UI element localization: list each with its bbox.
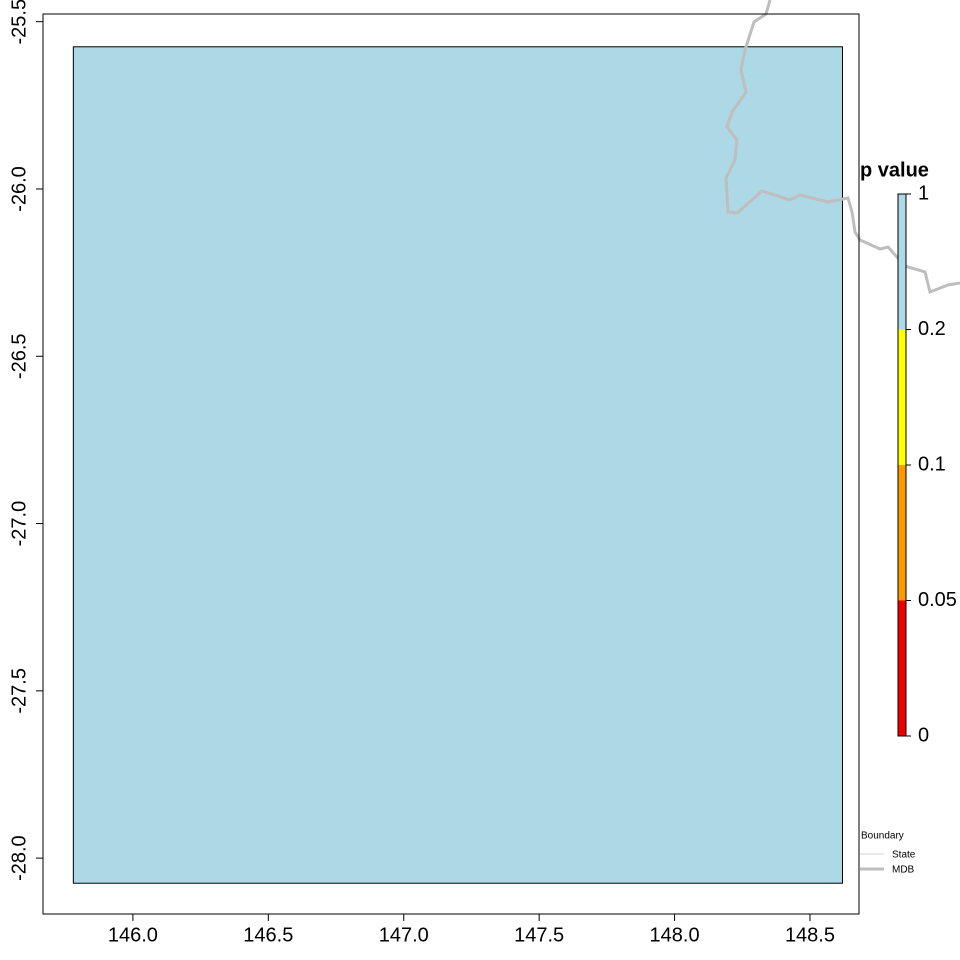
plot-frame — [42, 13, 860, 915]
y-tick-label: -25.5 — [8, 0, 30, 44]
x-tick-label: 148.0 — [650, 924, 700, 946]
x-tick-label: 147.0 — [379, 924, 429, 946]
legend-label: State — [892, 850, 916, 861]
colorbar-segment — [898, 194, 906, 330]
mdb-boundary — [724, 0, 960, 295]
y-tick-label: -28.0 — [8, 835, 30, 881]
x-tick-label: 148.5 — [785, 924, 835, 946]
colorbar-segment — [898, 600, 906, 736]
x-tick-label: 147.5 — [514, 924, 564, 946]
legend-label: MDB — [892, 865, 915, 876]
x-tick-label: 146.0 — [108, 924, 158, 946]
colorbar-label: 0 — [918, 724, 929, 746]
colorbar-title: p value — [860, 159, 929, 181]
colorbar-label: 0.2 — [918, 318, 946, 340]
colorbar-label: 1 — [918, 182, 929, 204]
colorbar-segment — [898, 329, 906, 465]
y-tick-label: -27.5 — [8, 668, 30, 714]
colorbar-segment — [898, 465, 906, 601]
colorbar-label: 0.1 — [918, 453, 946, 475]
colorbar-label: 0.05 — [918, 589, 957, 611]
y-tick-label: -26.5 — [8, 333, 30, 379]
y-tick-label: -27.0 — [8, 501, 30, 547]
x-tick-label: 146.5 — [243, 924, 293, 946]
raster-cell — [72, 46, 843, 884]
legend-title: Boundary — [861, 831, 904, 842]
y-tick-label: -26.0 — [8, 166, 30, 212]
